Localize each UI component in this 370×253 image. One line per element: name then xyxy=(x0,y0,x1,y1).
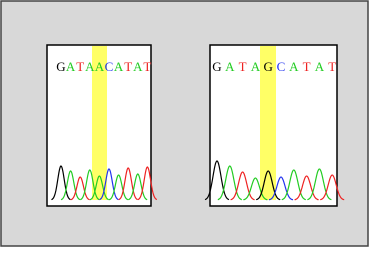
base-letter: T xyxy=(328,59,336,74)
base-letter: T xyxy=(143,59,151,74)
base-letter: T xyxy=(76,59,84,74)
base-letter: T xyxy=(239,59,247,74)
base-letter: A xyxy=(114,59,124,74)
base-letter: A xyxy=(225,59,235,74)
base-letter: A xyxy=(95,59,105,74)
page: GATAACATATGATAGCATAT (() => { const data… xyxy=(0,0,370,248)
base-letter: C xyxy=(105,59,114,74)
base-letter: G xyxy=(212,59,221,74)
base-letter: A xyxy=(315,59,325,74)
base-letter: G xyxy=(56,59,65,74)
base-letter: T xyxy=(303,59,311,74)
base-letter: C xyxy=(277,59,286,74)
base-letter: G xyxy=(264,59,273,74)
base-letter: A xyxy=(85,59,95,74)
base-letter: T xyxy=(124,59,132,74)
base-letter: A xyxy=(133,59,143,74)
base-letter: A xyxy=(66,59,76,74)
base-letter: A xyxy=(289,59,299,74)
base-letter: A xyxy=(251,59,261,74)
figure: GATAACATATGATAGCATAT xyxy=(0,0,370,248)
